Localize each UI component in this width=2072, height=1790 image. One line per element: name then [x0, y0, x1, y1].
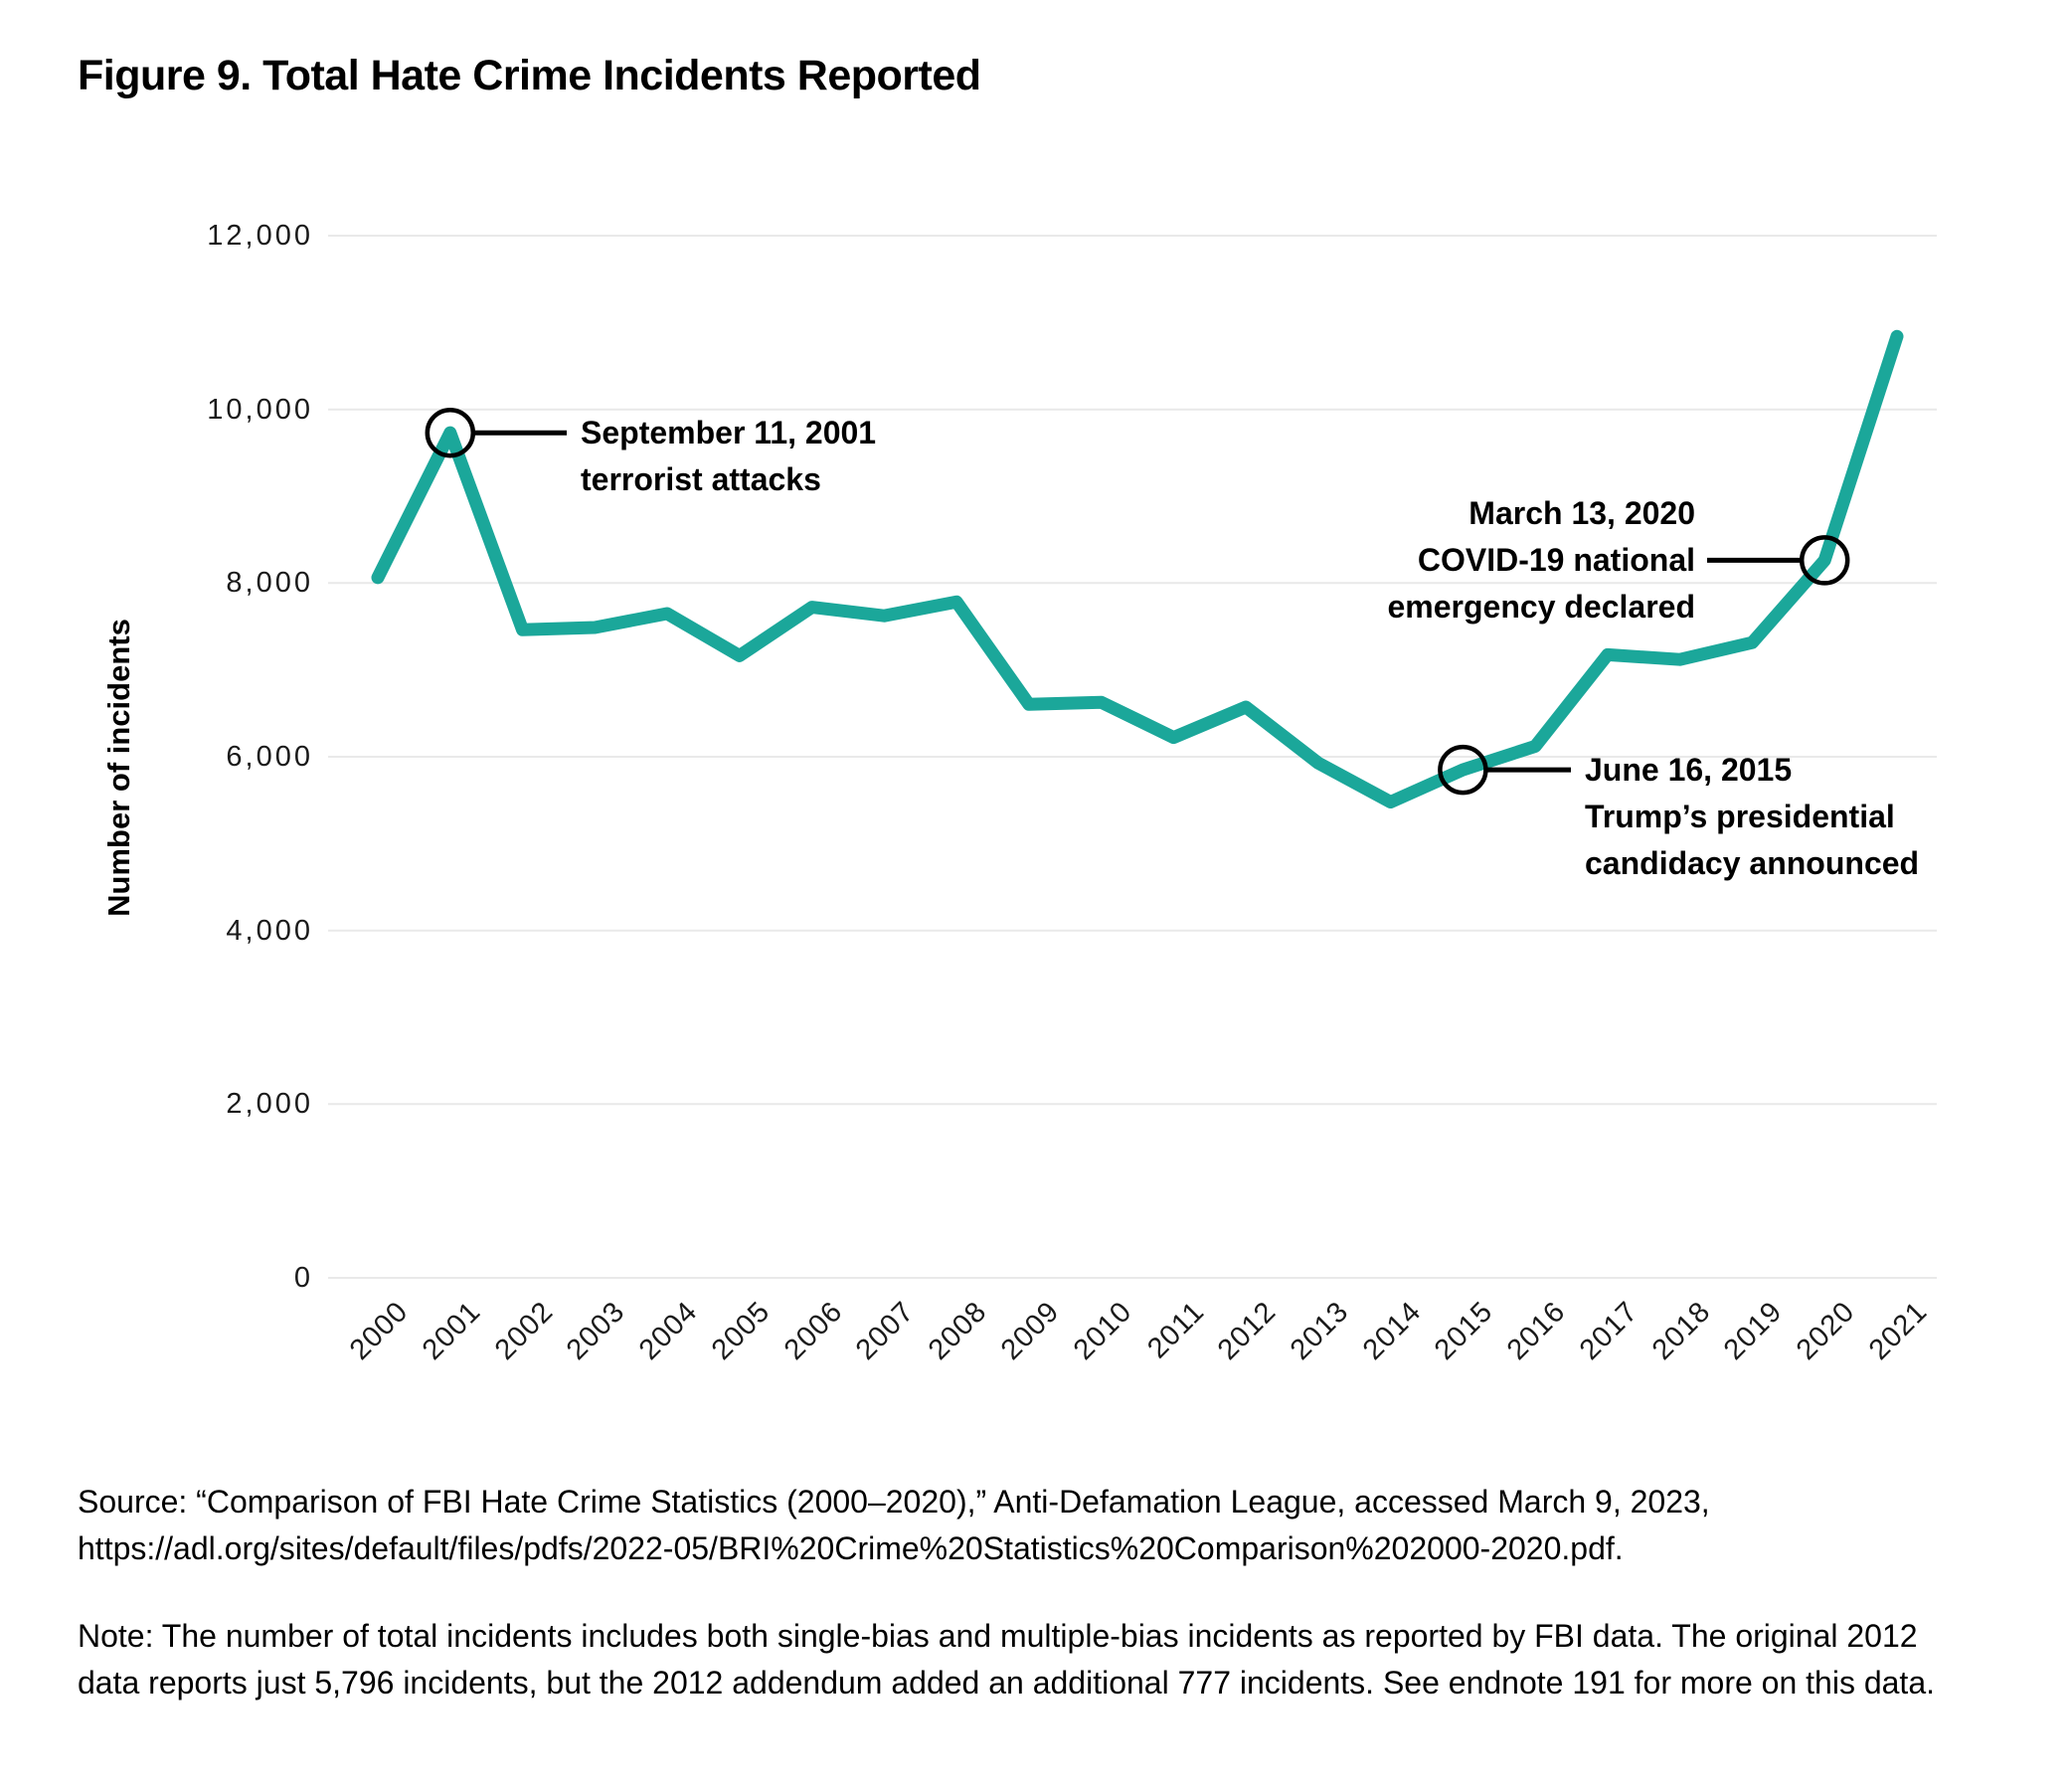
- annotation-text-line: June 16, 2015: [1585, 752, 1793, 788]
- y-tick-label-12000: 12,000: [207, 220, 313, 252]
- annotation-text-line: COVID-19 national: [1417, 542, 1695, 578]
- annotation-text-line: terrorist attacks: [581, 461, 821, 497]
- annotation-text-line: March 13, 2020: [1468, 495, 1695, 531]
- y-tick-label-0: 0: [293, 1262, 313, 1294]
- annotation-text-line: September 11, 2001: [581, 415, 877, 450]
- y-tick-label-2000: 2,000: [226, 1088, 313, 1120]
- y-tick-label-8000: 8,000: [226, 567, 313, 599]
- trend-line: [371, 329, 1904, 808]
- annotation-text-2001: September 11, 2001 terrorist attacks: [581, 410, 876, 503]
- annotation-text-2015: June 16, 2015 Trump’s presidential candida…: [1585, 747, 1919, 887]
- y-tick-label-10000: 10,000: [207, 394, 313, 426]
- annotation-text-2020: March 13, 2020 COVID-19 national emergency…: [1388, 490, 1696, 630]
- annotation-circle-2015: [1438, 744, 1488, 796]
- source-text: Source: “Comparison of FBI Hate Crime St…: [78, 1484, 1710, 1566]
- annotation-text-line: emergency declared: [1387, 589, 1696, 625]
- y-tick-label-4000: 4,000: [226, 915, 313, 947]
- note-text: Note: The number of total incidents incl…: [78, 1618, 1935, 1700]
- annotation-circle-2001: [425, 407, 476, 458]
- annotation-text-line: Trump’s presidential: [1585, 799, 1895, 834]
- figure-title: Figure 9. Total Hate Crime Incidents Rep…: [78, 52, 981, 99]
- annotation-text-line: candidacy announced: [1585, 845, 1920, 881]
- annotation-circle-2020: [1799, 535, 1850, 586]
- y-tick-label-6000: 6,000: [226, 741, 313, 773]
